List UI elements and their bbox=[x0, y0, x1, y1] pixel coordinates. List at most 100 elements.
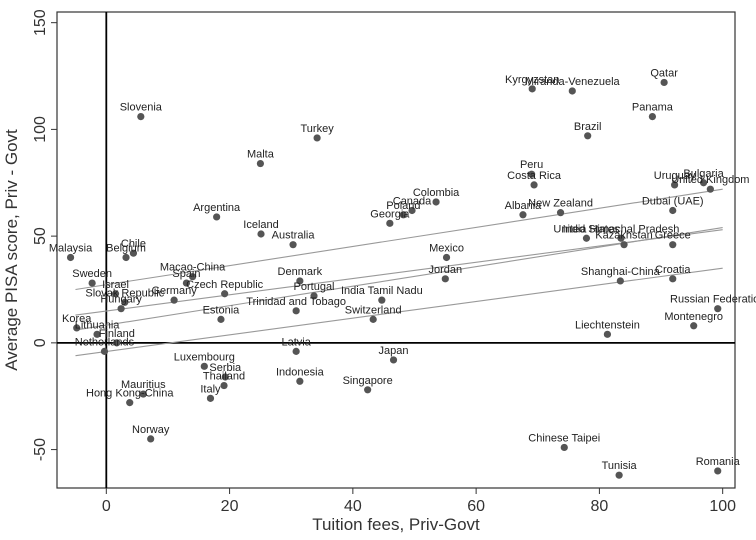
point-label-serbia: Serbia bbox=[209, 362, 242, 374]
point-peru bbox=[528, 170, 536, 178]
x-tick-label-100: 100 bbox=[709, 498, 736, 515]
point-label-mexico: Mexico bbox=[429, 242, 464, 254]
fit-lines bbox=[75, 188, 723, 357]
point-label-bulgaria: Bulgaria bbox=[683, 168, 724, 180]
fit-line-3 bbox=[75, 267, 723, 357]
point-label-georgia: Georgia bbox=[370, 208, 410, 220]
point-uruguay bbox=[670, 181, 679, 189]
point-label-denmark: Denmark bbox=[278, 266, 323, 278]
point-label-thailand: Thailand bbox=[203, 371, 245, 383]
point-united-states bbox=[582, 234, 591, 242]
point-label-croatia: Croatia bbox=[655, 264, 691, 276]
point-turkey bbox=[313, 134, 321, 142]
point-label-estonia: Estonia bbox=[203, 304, 241, 316]
point-greece bbox=[669, 241, 677, 249]
y-tick-label-100: 100 bbox=[32, 116, 49, 143]
point-label-lithuania: Lithuania bbox=[75, 319, 121, 331]
point-israel bbox=[111, 290, 120, 298]
point-united-kingdom bbox=[706, 185, 714, 193]
point-shanghai-china bbox=[616, 277, 624, 285]
point-label-belgium: Belgium bbox=[106, 242, 146, 254]
point-australia bbox=[289, 241, 297, 249]
point-trinidad-and-tobago bbox=[292, 307, 300, 315]
plot-frame bbox=[56, 11, 736, 489]
point-label-luxembourg: Luxembourg bbox=[174, 351, 235, 363]
point-label-dubai-uae: Dubai (UAE) bbox=[642, 196, 704, 208]
point-label-malaysia: Malaysia bbox=[49, 242, 93, 254]
point-label-italy: Italy bbox=[200, 383, 221, 395]
point-label-montenegro: Montenegro bbox=[664, 311, 723, 323]
point-norway bbox=[147, 435, 155, 443]
fit-line-2 bbox=[75, 227, 723, 331]
point-korea bbox=[73, 324, 81, 332]
x-axis: 0 20 40 60 80 100 bbox=[102, 488, 736, 515]
data-points bbox=[66, 78, 722, 479]
point-iceland bbox=[257, 230, 265, 238]
point-brazil bbox=[584, 132, 592, 140]
point-costa-rica bbox=[530, 181, 538, 189]
point-label-norway: Norway bbox=[132, 424, 170, 436]
fit-line-4 bbox=[75, 229, 723, 316]
x-tick-label-0: 0 bbox=[102, 498, 111, 515]
point-label-uruguay: Uruguay bbox=[654, 170, 696, 182]
point-finland bbox=[113, 339, 121, 347]
point-albania bbox=[519, 211, 527, 219]
point-label-iceland: Iceland bbox=[243, 219, 278, 231]
point-label-qatar: Qatar bbox=[650, 67, 678, 79]
point-hungary bbox=[117, 305, 125, 313]
point-new-zealand bbox=[556, 209, 565, 217]
point-switzerland bbox=[369, 315, 377, 323]
point-label-chinese-taipei: Chinese Taipei bbox=[528, 432, 600, 444]
point-chinese-taipei bbox=[560, 443, 568, 452]
point-chile bbox=[129, 249, 138, 257]
point-label-israel: Israel bbox=[102, 279, 129, 291]
point-slovenia bbox=[137, 112, 145, 121]
reference-lines bbox=[57, 12, 735, 488]
point-label-kazakhstan: Kazakhstan bbox=[595, 230, 652, 242]
point-canada bbox=[408, 206, 416, 215]
point-label-portugal: Portugal bbox=[294, 281, 335, 293]
point-croatia bbox=[669, 275, 677, 283]
y-tick-label--50: -50 bbox=[32, 438, 49, 461]
point-label-greece: Greece bbox=[655, 230, 691, 242]
point-malta bbox=[256, 159, 264, 168]
point-label-brazil: Brazil bbox=[574, 121, 602, 133]
point-romania bbox=[714, 467, 722, 475]
point-kyrgyzstan bbox=[528, 85, 536, 93]
point-label-shanghai-china: Shanghai-China bbox=[581, 266, 661, 278]
point-latvia bbox=[292, 347, 300, 355]
y-tick-label-50: 50 bbox=[32, 227, 49, 245]
point-label-costa-rica: Costa Rica bbox=[507, 170, 562, 182]
point-portugal bbox=[310, 292, 318, 300]
point-jordan bbox=[441, 275, 449, 283]
point-sweden bbox=[88, 279, 96, 287]
point-slovak-republic bbox=[121, 298, 129, 306]
point-miranda-venezuela bbox=[568, 87, 576, 95]
point-lithuania bbox=[93, 330, 101, 338]
point-label-colombia: Colombia bbox=[413, 187, 460, 199]
point-germany bbox=[170, 296, 178, 304]
point-spain bbox=[182, 279, 191, 287]
x-tick-label-20: 20 bbox=[221, 498, 239, 515]
point-label-latvia: Latvia bbox=[281, 336, 311, 348]
point-label-romania: Romania bbox=[696, 456, 741, 468]
point-label-india-tamil-nadu: India Tamil Nadu bbox=[341, 285, 423, 297]
point-india-tamil-nadu bbox=[378, 296, 386, 304]
y-tick-label-0: 0 bbox=[32, 338, 49, 347]
point-label-india-himachal-pradesh: India Himachal Pradesh bbox=[563, 223, 680, 235]
point-label-tunisia: Tunisia bbox=[602, 460, 638, 472]
point-label-netherlands: Netherlands bbox=[75, 336, 135, 348]
point-label-korea: Korea bbox=[62, 313, 92, 325]
point-kazakhstan bbox=[620, 241, 628, 249]
point-label-peru: Peru bbox=[520, 159, 543, 171]
point-tunisia bbox=[615, 471, 623, 479]
x-axis-title: Tuition fees, Priv-Govt bbox=[312, 515, 480, 534]
point-singapore bbox=[364, 386, 372, 394]
point-label-japan: Japan bbox=[379, 345, 409, 357]
point-estonia bbox=[217, 315, 225, 323]
point-dubai-uae bbox=[669, 206, 677, 215]
point-denmark bbox=[296, 277, 304, 285]
y-axis-title: Average PISA score, Priv - Govt bbox=[2, 129, 21, 371]
point-label-albania: Albania bbox=[505, 200, 543, 212]
point-argentina bbox=[213, 213, 221, 221]
